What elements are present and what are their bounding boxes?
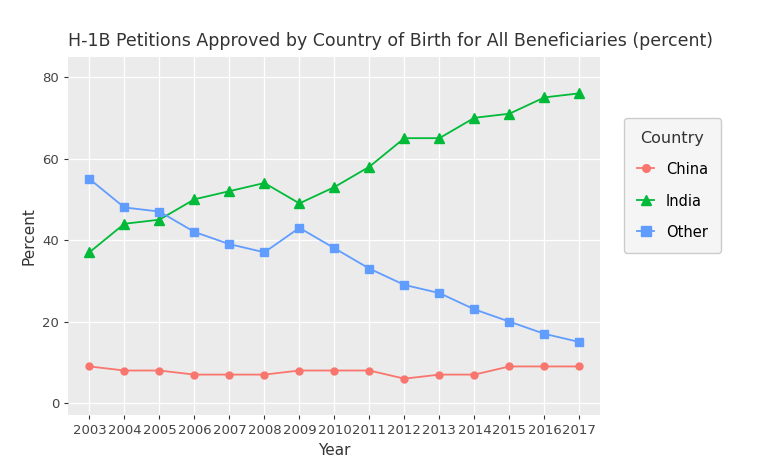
India [400, 135, 409, 141]
Other [575, 339, 584, 345]
India [295, 201, 304, 206]
China [400, 376, 409, 381]
India [225, 188, 234, 194]
Y-axis label: Percent: Percent [22, 207, 37, 265]
India [470, 115, 479, 121]
China [330, 368, 339, 373]
Other [365, 266, 374, 271]
Other [295, 225, 304, 231]
Text: H-1B Petitions Approved by Country of Birth for All Beneficiaries (percent): H-1B Petitions Approved by Country of Bi… [68, 32, 714, 50]
China [190, 372, 199, 378]
China [505, 363, 514, 369]
Line: China: China [86, 363, 583, 382]
China [470, 372, 479, 378]
Other [120, 205, 129, 211]
China [540, 363, 549, 369]
Other [330, 245, 339, 251]
India [505, 111, 514, 117]
India [330, 184, 339, 190]
China [365, 368, 374, 373]
India [575, 91, 584, 96]
China [120, 368, 129, 373]
Other [225, 241, 234, 247]
India [435, 135, 444, 141]
China [575, 363, 584, 369]
China [435, 372, 444, 378]
China [155, 368, 164, 373]
India [85, 250, 94, 255]
India [260, 180, 269, 186]
Other [260, 250, 269, 255]
Other [155, 209, 164, 214]
India [365, 164, 374, 169]
Other [400, 282, 409, 288]
Line: Other: Other [85, 175, 584, 346]
China [295, 368, 304, 373]
China [85, 363, 94, 369]
Other [435, 290, 444, 296]
Other [190, 229, 199, 235]
India [155, 217, 164, 222]
China [225, 372, 234, 378]
Other [470, 306, 479, 312]
Other [505, 319, 514, 324]
Other [540, 331, 549, 337]
India [190, 196, 199, 202]
Line: India: India [84, 88, 584, 257]
India [120, 221, 129, 227]
Other [85, 176, 94, 182]
China [260, 372, 269, 378]
X-axis label: Year: Year [318, 443, 350, 458]
India [540, 94, 549, 100]
Legend: China, India, Other: China, India, Other [624, 118, 721, 253]
